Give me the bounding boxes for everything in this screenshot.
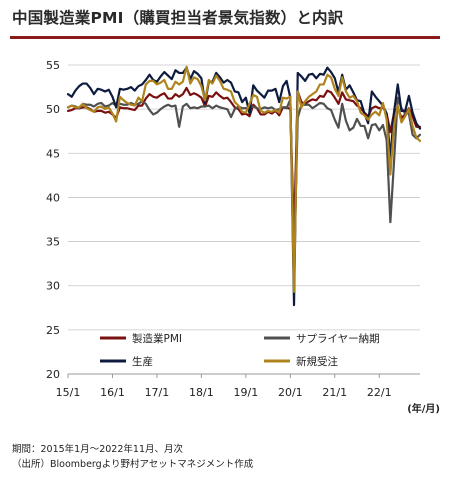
x-tick-label: 22/1 <box>367 386 392 399</box>
x-tick-label: 17/1 <box>145 386 170 399</box>
series-line-3 <box>66 65 422 293</box>
y-tick-label: 35 <box>46 236 60 249</box>
x-axis-unit-label: (年/月) <box>407 402 440 415</box>
pmi-line-chart: 20 25 30 35 40 45 50 55 15/1 16/1 17/1 18/1 19/1 20/… <box>46 59 440 415</box>
legend-label: 新規受注 <box>296 355 338 368</box>
x-tick-label: 15/1 <box>56 386 81 399</box>
series-lines <box>66 65 422 307</box>
y-tick-label: 55 <box>46 59 60 72</box>
series-line-2 <box>66 66 422 307</box>
x-tick-label: 19/1 <box>234 386 259 399</box>
period-note: 期間：2015年1月～2022年11月、月次 <box>12 444 183 455</box>
legend-label: サプライヤー納期 <box>296 332 380 345</box>
x-axis-ticks: 15/1 16/1 17/1 18/1 19/1 20/1 21/1 22/1 <box>56 374 392 399</box>
x-tick-label: 16/1 <box>100 386 125 399</box>
x-tick-label: 20/1 <box>278 386 303 399</box>
series-line-1 <box>66 96 422 269</box>
legend-label: 生産 <box>132 355 153 368</box>
series-line-0 <box>66 86 422 237</box>
title-underline <box>10 36 440 39</box>
chart-title: 中国製造業PMI（購買担当者景気指数）と内訳 <box>12 9 344 27</box>
source-note: （出所）Bloombergより野村アセットマネジメント作成 <box>12 459 254 470</box>
y-tick-label: 20 <box>46 368 60 381</box>
x-tick-label: 18/1 <box>189 386 214 399</box>
x-tick-label: 21/1 <box>322 386 347 399</box>
y-tick-label: 30 <box>46 280 60 293</box>
y-tick-label: 50 <box>46 103 60 116</box>
y-tick-label: 45 <box>46 147 60 160</box>
y-tick-label: 40 <box>46 191 60 204</box>
y-tick-label: 25 <box>46 324 60 337</box>
legend-label: 製造業PMI <box>132 332 182 345</box>
y-axis-ticks: 20 25 30 35 40 45 50 55 <box>46 59 60 381</box>
